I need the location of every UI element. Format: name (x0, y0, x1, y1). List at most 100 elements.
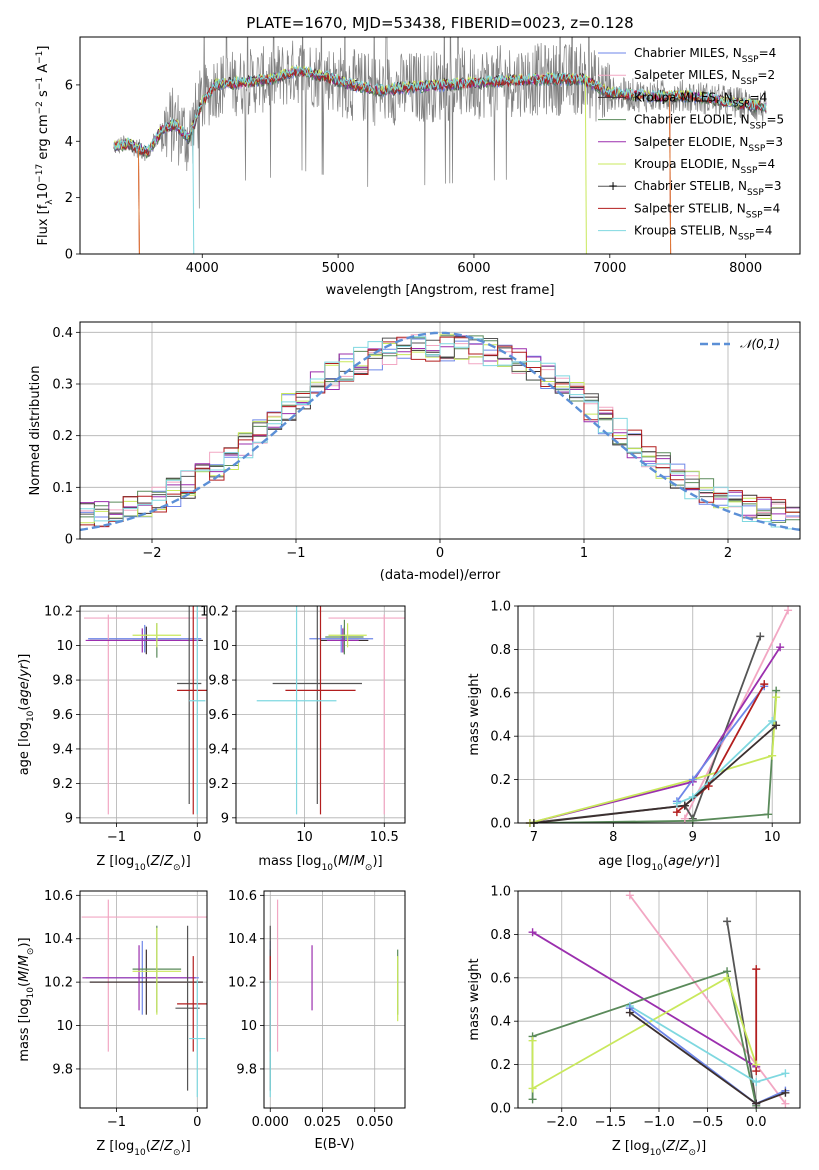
x-tick-label: 2 (724, 546, 732, 561)
x-tick-label: 7000 (593, 261, 626, 276)
spectrum-drop-line (137, 148, 140, 254)
spectrum-drop-line (192, 127, 195, 254)
y-tick-label: 6 (65, 78, 73, 93)
x-tick-label: 0 (193, 830, 201, 845)
panel-mass_vs_ebv: 0.000 0.025 0.050 9.8 10 10.2 10.4 10.6 E(B-V) (228, 889, 406, 1152)
y-tick-label: 0.6 (490, 686, 511, 701)
weight-line-kroupa_elodie (529, 697, 778, 823)
plot-area-age_vs_Z (84, 606, 207, 815)
x-axis-label: age [log10(age/yr)] (598, 854, 720, 873)
weight-marker-kroupa_elodie (528, 1084, 537, 1093)
weight-marker-chab_elodie (528, 1095, 537, 1104)
weight-marker-salp_stelib (752, 965, 761, 974)
x-axis-label: wavelength [Angstrom, rest frame] (326, 283, 555, 298)
weight-marker-kroupa_stelib (768, 717, 777, 726)
y-tick-label: 0 (65, 248, 73, 263)
x-tick-label: 8 (609, 830, 617, 845)
spectrum-model-chab_stelib (113, 67, 767, 158)
axes-frame (517, 890, 801, 1109)
weight-marker-salp_elodie (776, 643, 785, 652)
y-tick-label: 9 (65, 811, 73, 826)
y-tick-label: 0.8 (490, 928, 511, 943)
x-axis-label: Z [log10(Z/Z⊙)] (96, 1139, 190, 1158)
weight-line-salp_miles (629, 894, 787, 1105)
x-tick-label: 0 (436, 546, 444, 561)
panel-weight_vs_age: 7 8 9 10 0.0 0.2 0.4 0.6 0.8 1.0 age [log10(age/yr… (467, 600, 801, 873)
x-tick-label: −1 (107, 830, 126, 845)
y-tick-label: 1.0 (490, 600, 511, 615)
x-tick-label: 10.5 (370, 830, 399, 845)
weight-marker-salp_miles (781, 1099, 790, 1108)
weight-marker-salp_stelib (760, 680, 769, 689)
normal-curve (80, 331, 800, 532)
x-tick-label: −0.5 (692, 1115, 724, 1130)
weight-marker-kroupa_elodie (528, 1036, 537, 1045)
x-tick-label: 10 (296, 830, 313, 845)
y-axis-label: Normed distribution (28, 366, 43, 496)
weight-line-chab_stelib (726, 921, 758, 1104)
plot-area-mass_vs_ebv (269, 899, 399, 1098)
weight-marker-kroupa_stelib (781, 1069, 790, 1078)
x-axis-label: Z [log10(Z/Z⊙)] (96, 854, 190, 873)
y-tick-label: 2 (65, 191, 73, 206)
y-tick-label: 0.2 (490, 773, 511, 788)
y-tick-label: 0.4 (490, 730, 511, 745)
legend-normal: 𝒩(0,1) (700, 337, 780, 351)
weight-marker-chab_miles (688, 775, 697, 784)
x-tick-label: 0.025 (304, 1115, 341, 1130)
weight-marker-kroupa_elodie (723, 973, 732, 982)
x-tick-label: 0.000 (252, 1115, 289, 1130)
legend-label-salp_miles: Salpeter MILES, NSSP=2 (634, 68, 775, 87)
weight-marker-kroupa_miles (625, 1008, 634, 1017)
x-tick-label: 5000 (322, 261, 355, 276)
weight-marker-salp_stelib (672, 808, 681, 817)
x-tick-label: 9 (689, 830, 697, 845)
x-tick-label: 0.050 (356, 1115, 393, 1130)
x-tick-label: −1 (286, 546, 305, 561)
panel-age_vs_mass: 10 10.5 9 9.2 9.4 9.6 9.8 10 10.2 mass [log10(M/M… (200, 605, 406, 873)
weight-line-chab_miles (676, 685, 766, 802)
y-tick-label: 9.4 (52, 742, 73, 757)
plot-area-spectrum (113, 37, 767, 254)
legend-label-kroupa_elodie: Kroupa ELODIE, NSSP=4 (634, 157, 775, 176)
y-tick-label: 9.8 (52, 1062, 73, 1077)
y-tick-label: 10.2 (200, 605, 229, 620)
legend: Chabrier MILES, NSSP=4 Salpeter MILES, NS… (598, 46, 784, 243)
y-tick-label: 9.2 (208, 777, 229, 792)
x-tick-label: 8000 (729, 261, 762, 276)
y-axis-label: mass weight (467, 958, 482, 1040)
weight-marker-kroupa_stelib (688, 792, 697, 801)
y-tick-label: 10.2 (228, 976, 257, 991)
x-tick-label: 1 (580, 546, 588, 561)
histogram-kroupa_stelib (80, 336, 800, 530)
weight-marker-salp_miles (625, 891, 634, 900)
weight-marker-kroupa_stelib (752, 1077, 761, 1086)
panel-mass_vs_Z: −1 0 9.8 10 10.2 10.4 10.6 Z [log10(Z/Z⊙)] mass … (17, 889, 208, 1158)
weight-marker-kroupa_miles (772, 721, 781, 730)
axes-frame (235, 605, 406, 824)
weight-marker-salp_miles (784, 606, 793, 615)
weight-marker-salp_stelib (704, 782, 713, 791)
weight-marker-chab_elodie (764, 810, 773, 819)
y-tick-label: 10 (240, 1019, 257, 1034)
y-tick-label: 0 (65, 533, 73, 548)
legend-normal-label: 𝒩(0,1) (740, 337, 780, 351)
x-tick-label: 0.0 (746, 1115, 767, 1130)
spectrum-drop-line (584, 80, 587, 254)
x-axis-label: mass [log10(M/M⊙)] (258, 854, 382, 873)
x-tick-label: 0 (193, 1115, 201, 1130)
weight-marker-chab_stelib (723, 917, 732, 926)
plot-area-age_vs_mass (256, 606, 405, 815)
panel-residuals: −2 −1 0 1 2 0 0.1 0.2 0.3 0.4 (data-model)/error No… (28, 321, 801, 583)
axes-frame (79, 36, 801, 255)
legend-marker: + (608, 179, 618, 193)
y-tick-label: 0.0 (490, 817, 511, 832)
y-tick-label: 10.6 (44, 889, 73, 904)
y-tick-label: 9.8 (236, 1062, 257, 1077)
y-tick-label: 10.4 (228, 932, 257, 947)
weight-marker-kroupa_miles (781, 1088, 790, 1097)
weight-line-chab_elodie (531, 970, 758, 1106)
plot-area-residuals (80, 331, 800, 532)
x-axis-label: Z [log10(Z/Z⊙)] (612, 1139, 706, 1158)
